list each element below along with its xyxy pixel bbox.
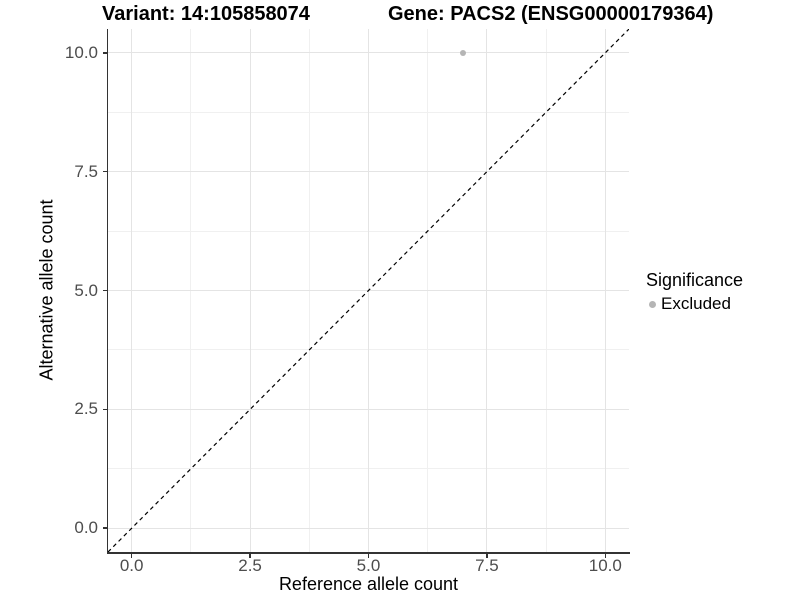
x-tick-mark [130, 553, 133, 558]
x-tick-mark [367, 553, 370, 558]
y-major-gridline [108, 527, 629, 529]
x-tick-label: 2.5 [238, 556, 262, 575]
x-axis-line [106, 552, 630, 554]
data-points [108, 29, 629, 552]
x-axis-title: Reference allele count [278, 574, 459, 594]
x-tick-label: 10.0 [588, 556, 622, 575]
identity-line-path [108, 29, 629, 552]
y-major-gridline [108, 171, 629, 173]
y-major-gridline [108, 408, 629, 410]
x-tick-label: 7.5 [475, 556, 499, 575]
legend-item-excluded: Excluded [646, 294, 743, 314]
y-tick-mark [102, 289, 107, 292]
y-tick-mark [102, 408, 107, 411]
legend-title: Significance [646, 270, 744, 290]
x-tick-mark [249, 553, 251, 558]
y-major-gridline [108, 52, 629, 54]
y-axis-title: Alternative allele count [36, 199, 57, 381]
x-tick-label: 0.0 [119, 556, 144, 575]
y-tick-label: 5.0 [74, 280, 98, 300]
excluded-point-icon [649, 300, 656, 308]
legend-item-label: Excluded [661, 294, 731, 313]
x-tick-mark [604, 553, 607, 558]
identity-line [108, 29, 629, 552]
legend: Significance Excluded [646, 270, 743, 314]
x-tick-mark [486, 553, 488, 558]
y-axis-line [106, 29, 108, 554]
y-tick-label: 2.5 [74, 399, 98, 419]
y-tick-mark [102, 52, 107, 54]
y-tick-mark [102, 527, 107, 529]
y-tick-mark [102, 170, 107, 173]
y-tick-label: 10.0 [64, 42, 98, 62]
plot-title-variant: Variant: 14:105858074 [102, 3, 310, 25]
y-tick-label: 7.5 [74, 161, 98, 181]
data-point [460, 49, 467, 56]
x-tick-label: 5.0 [356, 556, 381, 575]
plot-title-gene: Gene: PACS2 (ENSG00000179364) [388, 3, 714, 25]
plot-panel [108, 29, 629, 552]
y-tick-label: 0.0 [74, 518, 98, 538]
